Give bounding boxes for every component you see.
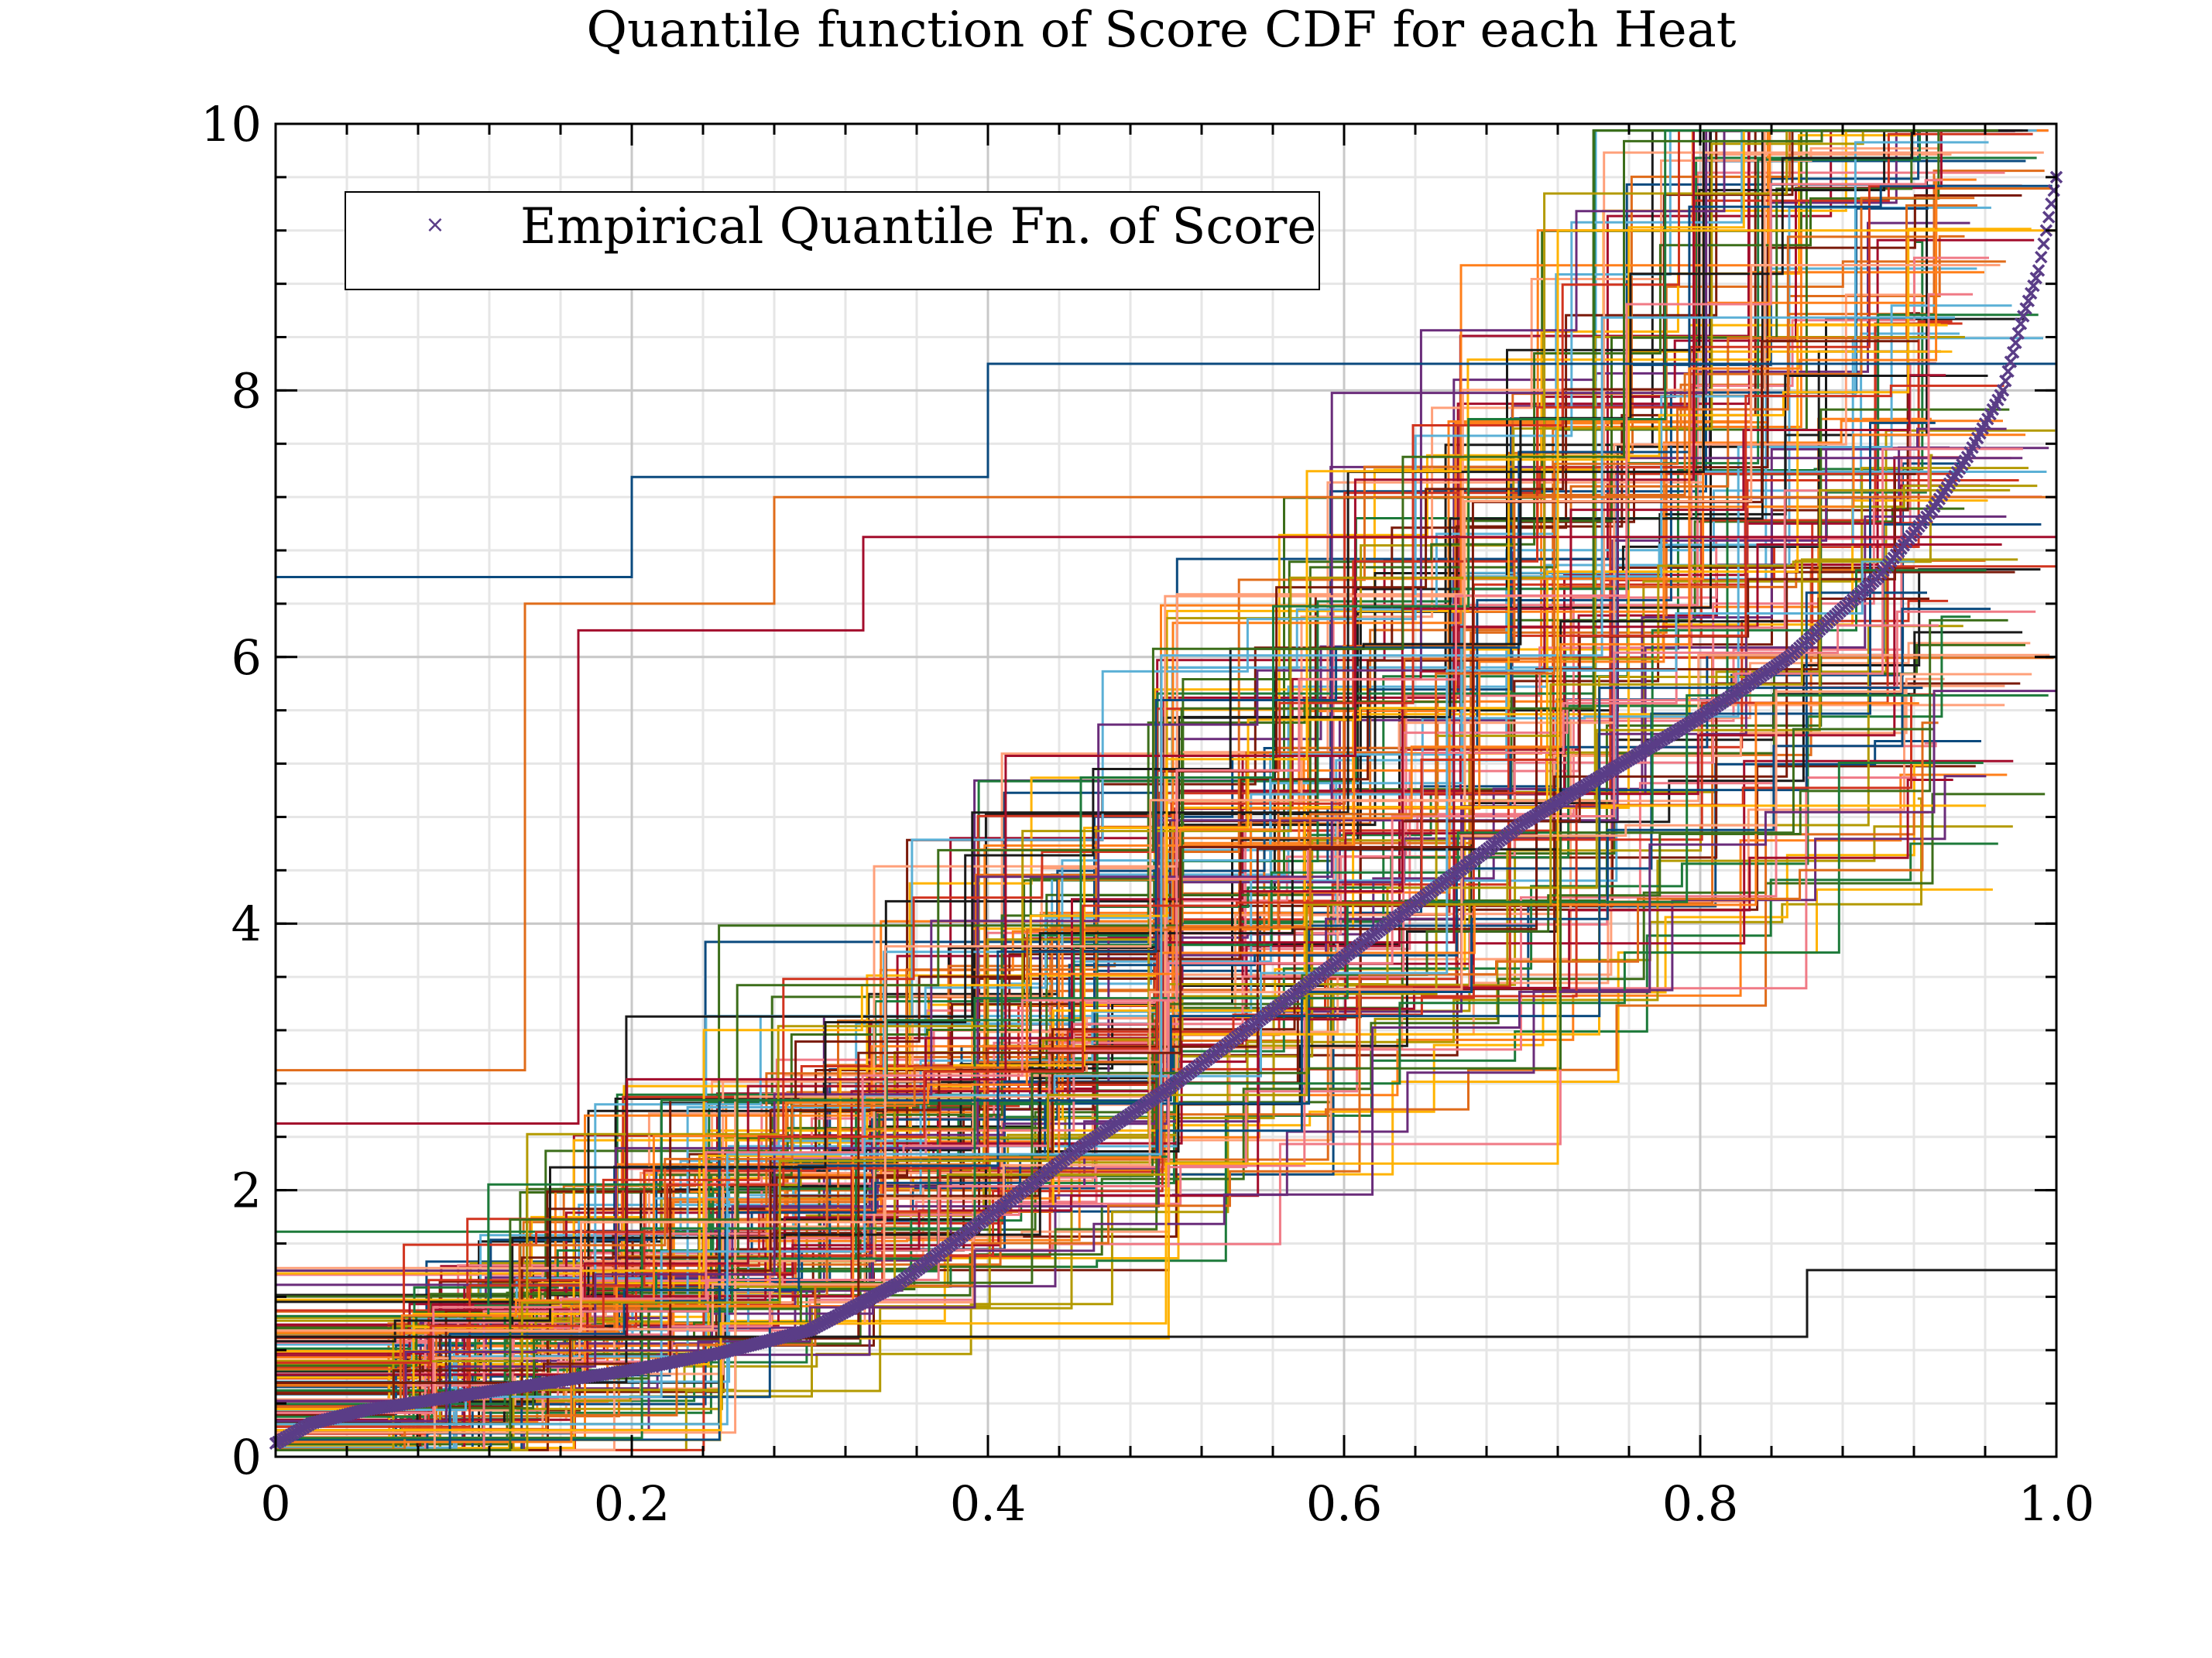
y-tick-label: 10: [201, 96, 262, 152]
heat-series-line: [276, 362, 2056, 578]
heat-series-line: [276, 323, 1941, 1301]
quantile-markers: [269, 170, 2063, 1451]
quantile-point: [2024, 286, 2038, 300]
legend: × Empirical Quantile Fn. of Score: [345, 191, 1320, 290]
heat-series-line: [276, 151, 2044, 1434]
quantile-point: [2035, 250, 2048, 264]
y-tick-label: 6: [231, 629, 262, 686]
y-tick-label: 8: [231, 362, 262, 419]
legend-box: [345, 191, 1320, 290]
heat-series-line: [276, 515, 2007, 1451]
quantile-point: [2011, 327, 2025, 340]
quantile-point: [2009, 336, 2022, 350]
y-tick-label: 4: [231, 896, 262, 952]
heat-series-line: [276, 340, 1919, 1384]
heat-series-line: [276, 384, 2005, 1364]
heat-series-line: [276, 610, 2036, 1342]
heat-series-line: [276, 690, 2056, 1403]
heat-series-line: [276, 742, 1937, 1407]
y-tick-labels: 0 2 4 6 8 10: [201, 96, 262, 1485]
quantile-point: [2017, 310, 2030, 323]
heat-series-line: [276, 179, 1943, 1414]
quantile-point: [2004, 355, 2018, 368]
heat-series-line: [276, 624, 1939, 1451]
quantile-point: [2032, 264, 2046, 277]
x-tick-label: 0.6: [1306, 1475, 1383, 1532]
quantile-point: [2045, 197, 2058, 211]
x-tick-label: 0.8: [1662, 1475, 1739, 1532]
x-tick-label: 0: [260, 1475, 290, 1532]
y-tick-label: 2: [231, 1163, 262, 1219]
legend-marker-x-icon: ×: [425, 211, 444, 238]
x-tick-label: 0.2: [594, 1475, 670, 1532]
heat-series-line: [276, 129, 2018, 1358]
legend-label: Empirical Quantile Fn. of Score: [520, 198, 1316, 255]
heat-series-line: [276, 129, 1940, 1367]
heat-series-line: [276, 187, 2053, 1409]
quantile-point: [2006, 345, 2020, 359]
chart-title: Quantile function of Score CDF for each …: [587, 2, 1737, 59]
quantile-point: [2027, 279, 2040, 293]
quantile-point: [2047, 183, 2060, 197]
quantile-point: [2029, 272, 2042, 285]
heat-series-line: [276, 129, 1988, 1408]
plot-frame: [274, 122, 2058, 1458]
quantile-point: [2019, 302, 2032, 315]
quantile-point: [2014, 317, 2028, 331]
heat-series-line: [276, 454, 1933, 1451]
heat-series-line: [276, 560, 1915, 1411]
heat-series-line: [276, 129, 2011, 1451]
y-tick-label: 0: [231, 1429, 262, 1485]
heat-series-line: [276, 229, 2056, 1432]
quantile-point: [2022, 294, 2035, 308]
heat-lines: [276, 129, 2058, 1451]
quantile-point: [2042, 211, 2056, 224]
quantile-point: [2037, 237, 2050, 251]
heat-series-line: [276, 687, 1923, 1441]
quantile-point: [1996, 384, 2010, 397]
heat-series-line: [276, 129, 1998, 1451]
x-tick-label: 1.0: [2018, 1475, 2095, 1532]
x-tick-labels: 0 0.2 0.4 0.6 0.8 1.0: [260, 1475, 2094, 1532]
quantile-point: [2001, 365, 2015, 379]
x-tick-label: 0.4: [950, 1475, 1027, 1532]
heat-series-line: [276, 721, 1939, 1451]
quantile-point: [1999, 374, 2012, 388]
heat-series-line: [276, 536, 2056, 1125]
heat-series-line: [276, 495, 2056, 1072]
heat-series-line: [276, 184, 2053, 1451]
heat-series-line: [276, 264, 2001, 1332]
